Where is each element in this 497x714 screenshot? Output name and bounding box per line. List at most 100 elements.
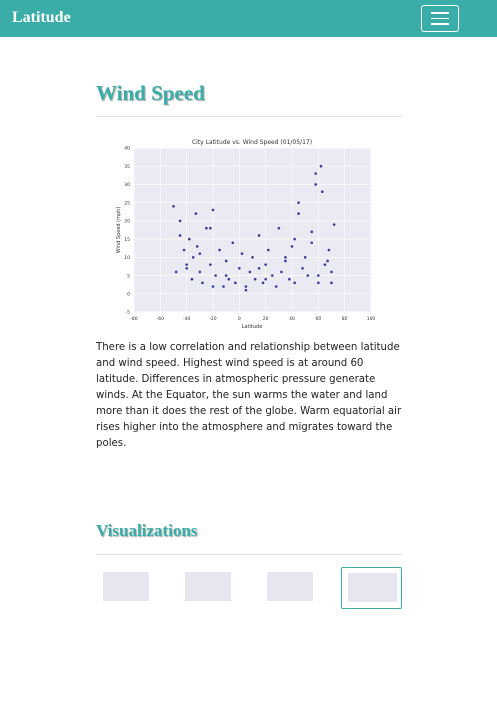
y-tick-label: -5 xyxy=(126,310,131,316)
scatter-point xyxy=(240,252,244,255)
navbar: Latitude xyxy=(0,0,497,37)
scatter-point xyxy=(209,226,212,230)
scatter-point xyxy=(174,270,178,274)
x-tick-label: -20 xyxy=(209,316,216,322)
scatter-point xyxy=(257,234,261,237)
scatter-point xyxy=(185,263,188,266)
chart-title: City Latitude vs. Wind Speed (01/05/17) xyxy=(192,139,312,146)
scatter-point xyxy=(310,230,314,234)
scatter-point xyxy=(224,274,228,277)
scatter-point xyxy=(191,256,195,259)
y-tick-label: 25 xyxy=(124,200,130,206)
scatter-point xyxy=(178,234,182,237)
scatter-point xyxy=(274,285,278,288)
brand[interactable]: Latitude xyxy=(12,9,71,26)
y-tick-label: 15 xyxy=(124,237,130,243)
x-tick-label: 0 xyxy=(238,316,241,322)
scatter-point xyxy=(306,274,310,277)
scatter-point xyxy=(317,274,320,277)
scatter-point xyxy=(205,226,208,230)
section-title: Visualizations xyxy=(96,521,198,540)
scatter-point xyxy=(198,270,202,274)
scatter-point xyxy=(288,277,291,281)
scatter-point xyxy=(257,266,261,270)
scatter-point xyxy=(297,201,300,204)
x-tick-label: 100 xyxy=(367,316,375,322)
thumbnail-plot xyxy=(267,572,313,601)
scatter-point xyxy=(330,281,333,285)
thumbnail[interactable] xyxy=(97,567,153,607)
scatter-point xyxy=(320,190,324,194)
scatter-point xyxy=(319,164,323,168)
scatter-point xyxy=(293,281,296,285)
x-tick-label: -40 xyxy=(183,316,190,322)
thumbnail[interactable] xyxy=(261,567,317,607)
scatter-point xyxy=(224,259,228,263)
chart: City Latitude vs. Wind Speed (01/05/17) … xyxy=(116,139,375,330)
scatter-point xyxy=(178,219,182,223)
y-tick-label: 35 xyxy=(124,164,130,170)
scatter-point xyxy=(323,263,327,266)
scatter-point xyxy=(264,263,267,266)
scatter-point xyxy=(326,259,329,263)
x-axis-label: Latitude xyxy=(242,324,263,330)
scatter-point xyxy=(284,256,287,259)
y-tick-label: 5 xyxy=(127,273,130,279)
x-tick-label: 40 xyxy=(289,316,295,322)
plot-area xyxy=(134,148,371,312)
scatter-point xyxy=(194,212,198,215)
scatter-point xyxy=(261,281,265,285)
y-tick-label: 0 xyxy=(127,291,130,297)
scatter-point xyxy=(270,274,274,277)
thumbnail[interactable] xyxy=(179,567,235,607)
scatter-point xyxy=(314,172,317,175)
scatter-point xyxy=(218,248,221,252)
scatter-point xyxy=(284,259,287,263)
scatter-point xyxy=(303,256,307,259)
divider xyxy=(96,554,402,555)
y-tick-label: 30 xyxy=(124,182,130,188)
x-tick-label: 80 xyxy=(342,316,348,322)
scatter-point xyxy=(317,281,320,285)
scatter-point xyxy=(209,263,212,266)
menu-toggle[interactable] xyxy=(421,5,459,32)
thumbnail-plot xyxy=(348,573,397,602)
x-tick-label: -60 xyxy=(157,316,164,322)
scatter-point xyxy=(188,237,191,241)
x-tick-label: -80 xyxy=(130,316,137,322)
scatter-point xyxy=(327,248,331,252)
scatter-point xyxy=(227,277,231,281)
scatter-point xyxy=(201,281,204,285)
scatter-point xyxy=(222,285,225,288)
scatter-point xyxy=(244,285,248,288)
scatter-point xyxy=(211,208,215,212)
scatter-point xyxy=(190,277,194,281)
y-tick-label: 10 xyxy=(124,255,130,261)
thumbnail-plot xyxy=(103,572,149,601)
y-tick-label: 20 xyxy=(124,219,130,225)
scatter-point xyxy=(182,248,186,252)
x-tick-label: 60 xyxy=(315,316,321,322)
scatter-point xyxy=(293,237,296,241)
y-tick-label: 40 xyxy=(124,146,130,152)
thumbnail[interactable] xyxy=(341,567,402,609)
scatter-point xyxy=(231,241,235,245)
scatter-point xyxy=(332,223,336,226)
y-axis-label: Wind Speed (mph) xyxy=(116,207,122,254)
divider xyxy=(96,116,402,117)
scatter-point xyxy=(244,288,248,292)
description: There is a low correlation and relations… xyxy=(96,342,402,449)
scatter-point xyxy=(301,266,304,270)
scatter-point xyxy=(297,212,300,215)
scatter-point xyxy=(198,252,202,255)
scatter-point xyxy=(211,285,215,288)
scatter-point xyxy=(238,266,241,270)
scatter-point xyxy=(172,205,175,208)
scatter-point xyxy=(185,266,188,270)
scatter-point xyxy=(310,241,314,245)
scatter-point xyxy=(253,277,257,281)
scatter-point xyxy=(251,256,254,259)
x-tick-label: 20 xyxy=(263,316,269,322)
scatter-point xyxy=(195,245,199,248)
